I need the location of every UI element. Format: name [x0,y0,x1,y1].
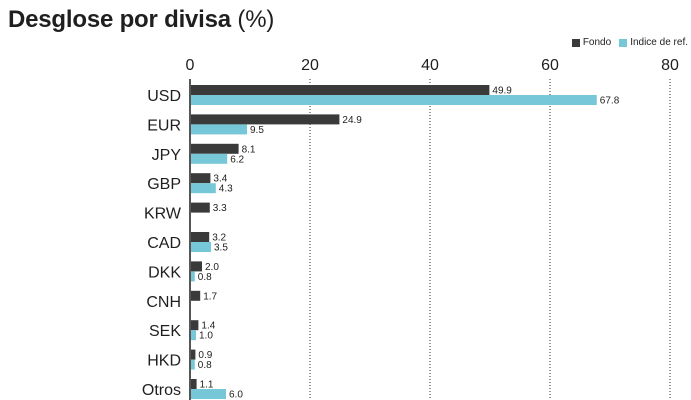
data-label-benchmark-sek: 1.0 [199,331,213,342]
x-tick-label-80: 80 [661,57,679,74]
bar-fund-cnh [191,290,201,301]
data-label-benchmark-gbp: 4.3 [219,184,233,195]
data-label-fund-jpy: 8.1 [242,144,256,155]
legend-item-fund: Fondo [571,37,612,49]
data-label-fund-krw: 3.3 [213,203,227,214]
category-label-dkk: DKK [148,264,181,281]
legend-label-fund: Fondo [582,37,612,48]
bar-fund-usd [191,85,490,95]
data-label-benchmark-usd: 67.8 [600,96,620,107]
bar-benchmark-gbp [191,183,216,194]
data-label-benchmark-cad: 3.5 [214,243,228,254]
bar-benchmark-hkd [191,359,195,370]
category-label-cnh: CNH [146,294,181,311]
category-label-gbp: GBP [147,176,181,193]
x-tick-label-60: 60 [541,57,559,74]
bar-benchmark-eur [191,124,247,135]
bar-benchmark-usd [191,95,597,105]
data-label-fund-hkd: 0.9 [198,350,212,361]
data-label-fund-sek: 1.4 [201,321,215,332]
category-label-krw: KRW [144,206,182,223]
chart-title: Desglose por divisa (%) [8,6,274,34]
chart-title-main: Desglose por divisa [8,6,238,33]
category-label-otros: Otros [142,382,181,399]
bar-fund-otros [191,379,197,389]
data-label-fund-cad: 3.2 [212,233,226,244]
bar-fund-jpy [191,143,239,154]
category-label-eur: EUR [147,117,181,134]
data-label-benchmark-jpy: 6.2 [230,154,244,165]
data-label-benchmark-hkd: 0.8 [198,360,212,371]
data-label-fund-eur: 24.9 [342,115,362,126]
category-label-hkd: HKD [147,353,181,370]
bar-fund-krw [191,202,210,213]
category-label-cad: CAD [147,235,181,252]
category-label-jpy: JPY [152,147,182,164]
data-label-benchmark-dkk: 0.8 [198,272,212,283]
legend-swatch-fund [571,39,580,47]
data-label-benchmark-otros: 6.0 [229,390,243,400]
bar-fund-gbp [191,173,211,184]
bar-benchmark-sek [191,330,196,341]
bar-fund-eur [191,114,340,125]
category-label-sek: SEK [149,323,181,340]
data-label-fund-usd: 49.9 [492,86,512,97]
data-label-fund-gbp: 3.4 [213,174,227,185]
x-tick-label-20: 20 [301,57,319,74]
data-label-fund-otros: 1.1 [200,380,214,391]
data-label-benchmark-eur: 9.5 [250,125,264,136]
chart-legend: Fondo Indice de ref. [571,37,688,49]
data-label-fund-dkk: 2.0 [205,262,219,273]
category-label-usd: USD [147,88,181,105]
bar-benchmark-jpy [191,153,228,164]
bar-benchmark-cad [191,242,211,252]
chart-title-suffix: (%) [237,6,275,33]
legend-swatch-benchmark [619,39,628,47]
bar-benchmark-dkk [191,271,195,282]
legend-label-benchmark: Indice de ref. [630,37,688,48]
data-label-fund-cnh: 1.7 [203,291,217,302]
bar-fund-sek [191,320,199,331]
bar-benchmark-otros [191,389,226,399]
x-tick-label-40: 40 [421,57,439,74]
bar-fund-cad [191,232,210,242]
x-tick-label-0: 0 [186,57,195,74]
bar-fund-hkd [191,349,196,360]
legend-item-benchmark: Indice de ref. [619,37,688,49]
bar-fund-dkk [191,261,202,272]
